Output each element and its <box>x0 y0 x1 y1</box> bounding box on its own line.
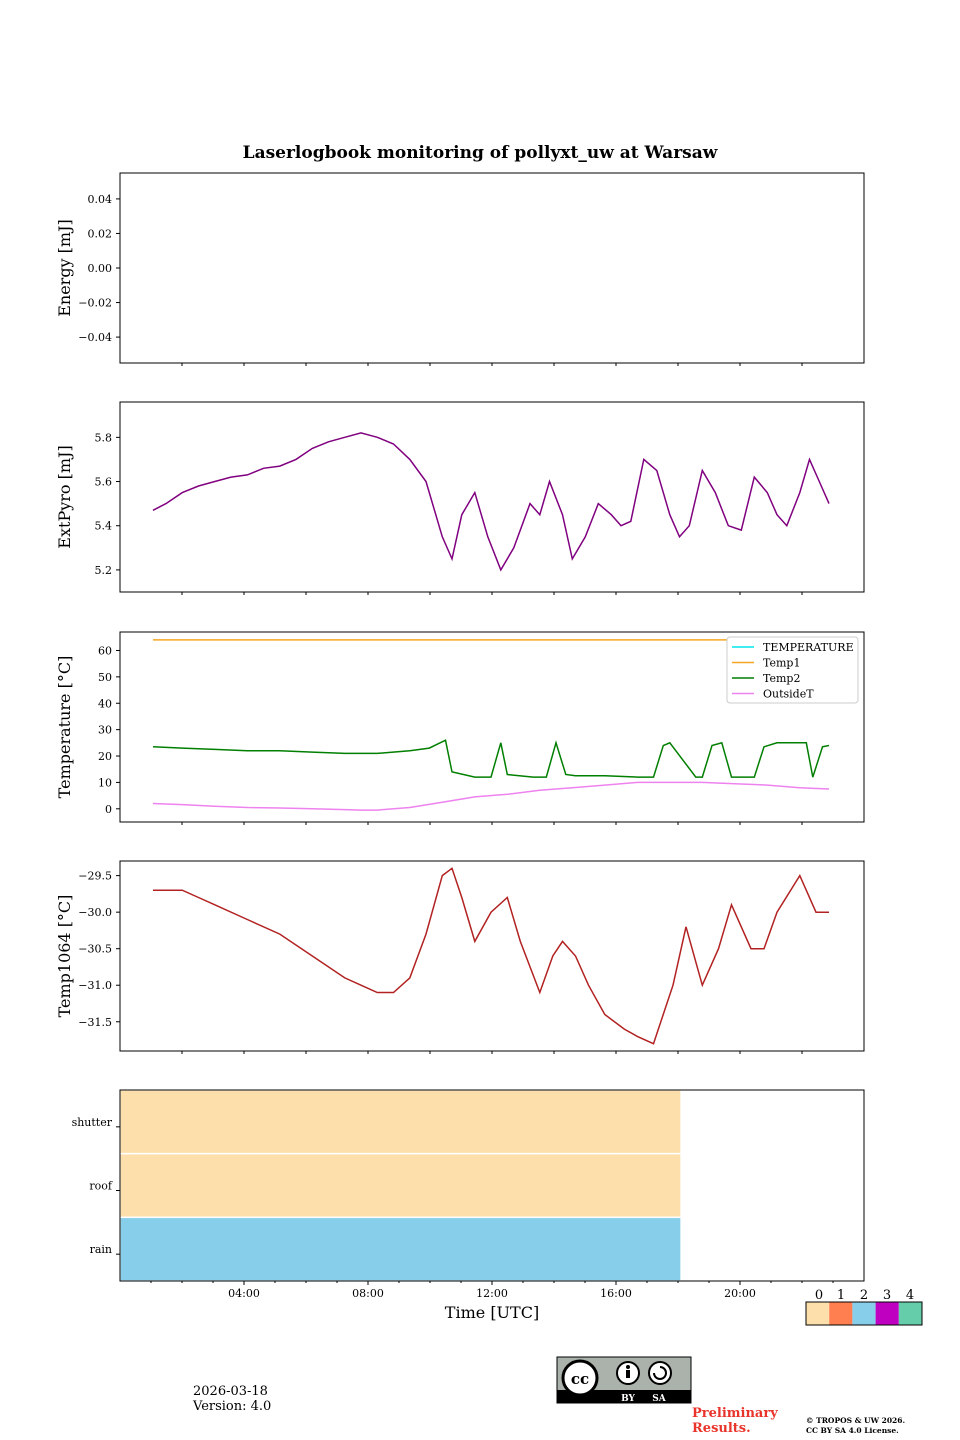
extpyro-ylabel: ExtPyro [mJ] <box>55 445 74 548</box>
colorbar-frame <box>805 1301 923 1326</box>
energy-ytick-label: 0.02 <box>88 227 113 240</box>
x-tick-label: 08:00 <box>352 1287 384 1300</box>
status-cell-rain <box>119 1216 682 1282</box>
series-temp2 <box>152 739 830 778</box>
copyright-block: © TROPOS & UW 2026. CC BY SA 4.0 License… <box>806 1416 905 1436</box>
temperature-ytick-label: 50 <box>98 671 112 684</box>
extpyro-ytick-label: 5.6 <box>95 476 113 489</box>
status-cell-roof <box>119 1152 682 1219</box>
series-outsidet <box>152 781 830 811</box>
colorbar-cell-1 <box>829 1302 853 1325</box>
cc-icon <box>561 1359 599 1397</box>
temp1064-ytick-label: −29.5 <box>78 870 112 883</box>
legend-box <box>726 636 859 704</box>
temperature-ytick-label: 10 <box>98 776 112 789</box>
colorbar-label-0: 0 <box>815 1288 823 1303</box>
x-tick-label: 12:00 <box>476 1287 508 1300</box>
legend-label-outsidet: OutsideT <box>763 688 814 701</box>
x-tick-label: 20:00 <box>724 1287 756 1300</box>
extpyro-ytick-label: 5.2 <box>95 564 113 577</box>
legend-label-temp2: Temp2 <box>763 672 800 685</box>
x-tick-label: 16:00 <box>600 1287 632 1300</box>
figure-title: Laserlogbook monitoring of pollyxt_uw at… <box>243 143 718 163</box>
extpyro-frame <box>119 401 865 593</box>
panel-energy: −0.04 −0.02 0.00 0.02 0.04 Energy [mJ] <box>55 172 865 366</box>
temperature-ytick-label: 30 <box>98 724 112 737</box>
share-alike-icon <box>648 1361 672 1385</box>
colorbar-label-4: 4 <box>906 1288 914 1303</box>
temp1064-ytick-label: −31.0 <box>78 979 112 992</box>
series-temp1064 <box>153 867 829 1045</box>
temperature-ylabel: Temperature [°C] <box>55 656 74 799</box>
colorbar-label-3: 3 <box>883 1288 891 1303</box>
report-date: 2026-03-18 <box>193 1384 268 1399</box>
panel-temperature: 0 10 20 30 40 50 60 Temperature [°C] TEMPERATURE… <box>55 631 865 825</box>
series-extpyro <box>152 432 830 572</box>
colorbar-cell-2 <box>852 1302 876 1325</box>
temp1064-ytick-label: −30.0 <box>78 906 112 919</box>
status-row-label-rain: rain <box>90 1243 112 1256</box>
energy-ytick-label: 0.00 <box>88 262 113 275</box>
legend-label-temperature: TEMPERATURE <box>763 641 854 654</box>
temperature-ytick-label: 0 <box>105 803 112 816</box>
energy-ytick-label: −0.02 <box>78 297 112 310</box>
colorbar-cell-3 <box>875 1302 899 1325</box>
temp1064-frame <box>119 860 865 1052</box>
energy-ytick-label: −0.04 <box>78 331 112 344</box>
temperature-ytick-label: 40 <box>98 697 112 710</box>
copyright-line-2: CC BY SA 4.0 License. <box>806 1426 899 1435</box>
colorbar-label-1: 1 <box>837 1288 845 1303</box>
x-axis-label: Time [UTC] <box>445 1303 539 1322</box>
badge-by-label: BY <box>621 1394 635 1404</box>
panel-temp1064: −31.5 −31.0 −30.5 −30.0 −29.5 Temp1064 [°C] <box>55 860 865 1054</box>
cc-icon-text: cc <box>571 1370 589 1388</box>
x-tick-label: 04:00 <box>228 1287 260 1300</box>
temp1064-ytick-label: −30.5 <box>78 943 112 956</box>
version-label: Version: 4.0 <box>193 1399 272 1414</box>
energy-ylabel: Energy [mJ] <box>55 219 74 317</box>
colorbar-label-2: 2 <box>860 1288 868 1303</box>
panel-status: shutter roof rain 04:00 08:00 12:00 16:00 20:00 <box>72 1089 865 1300</box>
legend-label-temp1: Temp1 <box>763 657 800 670</box>
colorbar-cell-0 <box>806 1302 830 1325</box>
temp1064-ylabel: Temp1064 [°C] <box>55 895 74 1018</box>
extpyro-ytick-label: 5.8 <box>95 431 113 444</box>
status-row-label-shutter: shutter <box>72 1116 113 1129</box>
temperature-ytick-label: 20 <box>98 750 112 763</box>
badge-sa-label: SA <box>652 1394 666 1404</box>
colorbar-cell-4 <box>898 1302 922 1325</box>
status-cell-shutter <box>119 1089 682 1155</box>
extpyro-ytick-label: 5.4 <box>95 520 113 533</box>
panel-extpyro: 5.2 5.4 5.6 5.8 ExtPyro [mJ] <box>55 401 865 595</box>
preliminary-notice: Preliminary Results. <box>692 1406 778 1436</box>
energy-frame <box>119 172 865 364</box>
date-version-block: 2026-03-18 Version: 4.0 <box>193 1384 271 1414</box>
temperature-ytick-label: 60 <box>98 644 112 657</box>
status-row-label-roof: roof <box>89 1180 113 1193</box>
cc-license-badge: cc BY SA <box>556 1356 692 1404</box>
temp1064-ytick-label: −31.5 <box>78 1016 112 1029</box>
temperature-legend: TEMPERATURE Temp1 Temp2 OutsideT <box>726 636 859 704</box>
energy-ytick-label: 0.04 <box>88 193 113 206</box>
copyright-line-1: © TROPOS & UW 2026. <box>806 1416 906 1425</box>
